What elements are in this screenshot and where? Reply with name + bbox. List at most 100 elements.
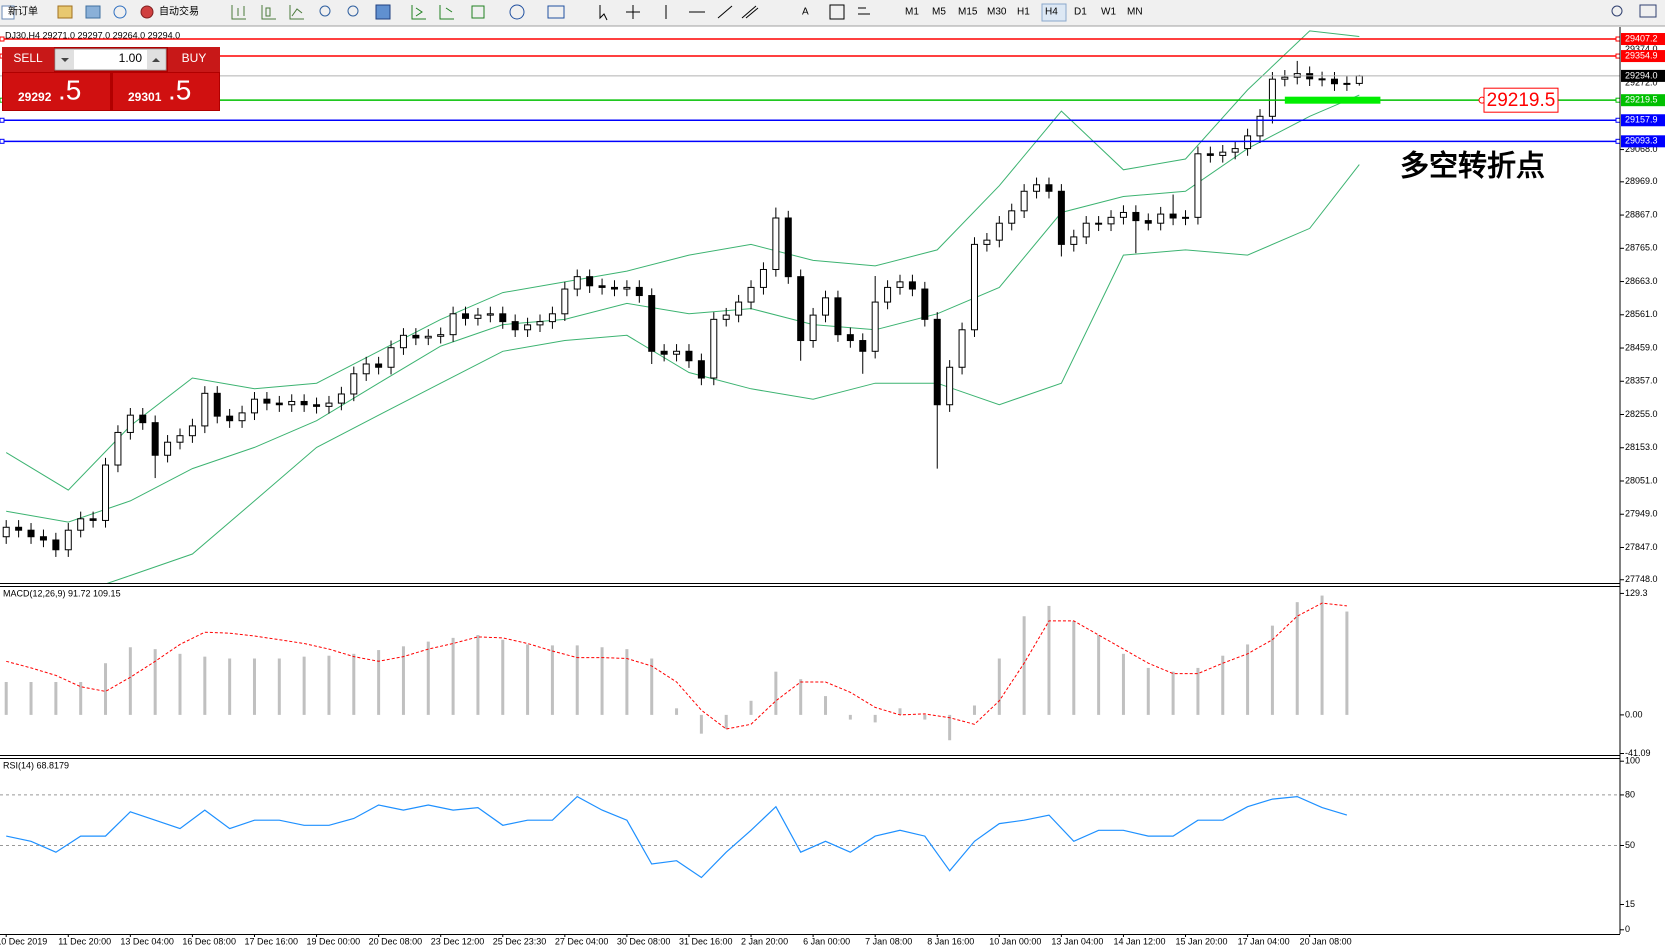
level-label: 29093.3 (1625, 136, 1658, 146)
level-tag (1621, 135, 1665, 148)
auto-trading-icon[interactable] (140, 5, 154, 19)
candle-body (834, 297, 842, 336)
lots-value[interactable]: 1.00 (119, 51, 143, 65)
macd-histogram-bar (1345, 611, 1349, 715)
sell-pips[interactable]: .5 (58, 74, 81, 105)
active-timeframe[interactable] (1041, 3, 1067, 22)
candle-body (747, 286, 755, 303)
timeframe-button[interactable]: W1 (1101, 7, 1116, 18)
timeframe-button[interactable]: MN (1127, 7, 1143, 18)
sell-price[interactable]: 29292 (18, 90, 52, 104)
macd-histogram-bar (699, 714, 703, 734)
new-order-button[interactable]: 新订单 (8, 5, 38, 18)
x-tick-label: 2 Jan 20:00 (741, 936, 788, 946)
y-tick-label: -41.09 (1625, 748, 1651, 758)
icon[interactable] (509, 4, 525, 20)
text-label[interactable] (829, 4, 845, 20)
channel[interactable] (741, 5, 759, 19)
candle-body (188, 425, 196, 437)
candle-body (474, 314, 482, 319)
candle-body (362, 363, 370, 375)
candle-body (548, 313, 556, 323)
trendline[interactable] (717, 5, 733, 19)
axes: 29068.0 28969.0 28867.0 28765.0 28663.0 28561… (0, 33, 1665, 946)
icon[interactable] (289, 5, 304, 20)
candle-body (114, 431, 122, 466)
candle-body (1231, 148, 1239, 153)
buy-price-box[interactable] (113, 73, 219, 110)
zoom-in[interactable] (319, 5, 331, 17)
macd-signal (6, 602, 1347, 730)
icon[interactable] (231, 5, 246, 20)
candle-body (1144, 220, 1152, 224)
icon[interactable] (85, 5, 101, 19)
x-tick-label: 14 Jan 12:00 (1113, 936, 1165, 946)
y-tick-label: 27748.0 (1625, 574, 1658, 584)
sell-button[interactable] (2, 47, 54, 72)
buy-label[interactable]: BUY (182, 51, 207, 65)
y-tick-label: 50 (1625, 840, 1635, 850)
buy-price[interactable]: 29301 (128, 90, 162, 104)
arrow (152, 58, 160, 62)
macd-histogram-bar (1121, 653, 1125, 715)
auto-trading-button[interactable]: 自动交易 (159, 5, 199, 18)
buy-button[interactable] (168, 47, 220, 72)
level-tag (1621, 33, 1665, 46)
macd-histogram-bar (724, 714, 728, 729)
candle-body (213, 392, 221, 417)
zoom-out[interactable] (347, 5, 359, 17)
new-order-icon[interactable] (1, 5, 15, 20)
y-tick-label: 27847.0 (1625, 542, 1658, 552)
timeframe-button[interactable]: H1 (1017, 7, 1030, 18)
candle-body (1182, 216, 1190, 219)
icon[interactable] (471, 5, 485, 19)
macd-histogram-bar (29, 682, 33, 715)
x-tick-label: 15 Jan 20:00 (1176, 936, 1228, 946)
timeframe-button[interactable]: M5 (932, 7, 946, 18)
timeframe-button[interactable]: H4 (1045, 7, 1058, 18)
macd-histogram-bar (1097, 635, 1101, 715)
shapes[interactable] (858, 7, 870, 15)
candle-body (387, 347, 395, 368)
timeframe-button[interactable]: D1 (1074, 7, 1087, 18)
timeframe-button[interactable]: M1 (905, 7, 919, 18)
candle-body (176, 435, 184, 443)
sell-label[interactable]: SELL (13, 51, 43, 65)
icon[interactable] (411, 5, 426, 20)
buy-pips[interactable]: .5 (168, 74, 191, 105)
icon[interactable] (261, 5, 276, 20)
x-tick-label: 30 Dec 08:00 (617, 936, 671, 946)
text-tool[interactable]: A (802, 7, 809, 18)
icon[interactable] (57, 5, 73, 19)
candle-body (685, 350, 693, 362)
cursor[interactable] (599, 5, 608, 21)
level-handle (1615, 117, 1620, 123)
macd-histogram-bar (799, 679, 803, 715)
lots-input[interactable] (54, 48, 167, 71)
candle-body (983, 239, 991, 245)
macd-histogram-bar (575, 645, 579, 715)
y-tick-label: 28357.0 (1625, 376, 1658, 386)
candle-body (1244, 135, 1252, 150)
timeframe-button[interactable]: M30 (987, 7, 1007, 18)
candle-body (1219, 151, 1227, 156)
sell-price-box[interactable] (3, 73, 110, 110)
level-handle (1615, 97, 1620, 103)
y-tick-label: 28867.0 (1625, 209, 1658, 219)
icon[interactable] (113, 5, 127, 19)
macd-histogram-bar (79, 682, 83, 715)
chat[interactable] (1639, 4, 1657, 18)
x-tick-label: 25 Dec 23:30 (493, 936, 547, 946)
x-tick-label: 8 Jan 16:00 (927, 936, 974, 946)
crosshair[interactable] (626, 5, 640, 19)
icon[interactable] (375, 4, 391, 20)
level-tag (1621, 114, 1665, 127)
timeframe-button[interactable]: M15 (958, 7, 978, 18)
macd-histogram-bar (252, 658, 256, 715)
icon[interactable] (547, 5, 565, 19)
candle-body (921, 288, 929, 320)
icon[interactable] (439, 5, 454, 20)
macd-histogram-bar (824, 696, 828, 715)
macd-histogram-bar (377, 650, 381, 715)
search[interactable] (1611, 5, 1623, 17)
